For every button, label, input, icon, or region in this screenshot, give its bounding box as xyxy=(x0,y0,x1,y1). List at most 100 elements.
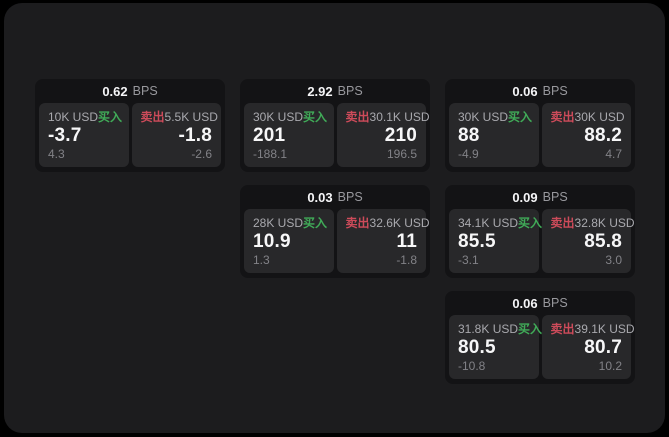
quote-tiles: 30K USD 买入 88 -4.9 卖出 30K USD 88.2 4.7 xyxy=(449,103,631,167)
buy-change: -3.1 xyxy=(458,253,479,267)
sell-tile-header: 卖出 32.6K USD xyxy=(345,216,430,230)
sell-price: 80.7 xyxy=(584,337,622,358)
sell-tile[interactable]: 卖出 39.1K USD 80.7 10.2 xyxy=(541,315,635,379)
spread-value: 0.03 xyxy=(307,189,333,205)
spread-value: 0.09 xyxy=(512,189,538,205)
spread-header: 0.06 BPS xyxy=(449,79,631,103)
sell-change: -1.8 xyxy=(396,253,417,267)
buy-notional: 34.1K USD xyxy=(458,216,519,230)
buy-tile-header: 28K USD 买入 xyxy=(253,216,328,230)
sell-notional: 30K USD xyxy=(574,110,625,124)
sell-price: -1.8 xyxy=(178,125,212,146)
quote-card: 2.92 BPS 30K USD 买入 201 -188.1 卖出 30.1K … xyxy=(240,79,430,172)
sell-tile[interactable]: 卖出 5.5K USD -1.8 -2.6 xyxy=(131,103,221,167)
buy-price: 201 xyxy=(253,125,286,146)
sell-side-label: 卖出 xyxy=(345,110,370,124)
quote-tiles: 31.8K USD 买入 80.5 -10.8 卖出 39.1K USD 80.… xyxy=(449,315,635,379)
sell-price: 85.8 xyxy=(584,231,622,252)
buy-tile[interactable]: 30K USD 买入 201 -188.1 xyxy=(244,103,334,167)
sell-price: 88.2 xyxy=(584,125,622,146)
spread-header: 0.09 BPS xyxy=(449,185,631,209)
sell-notional: 5.5K USD xyxy=(164,110,218,124)
quote-tiles: 10K USD 买入 -3.7 4.3 卖出 5.5K USD -1.8 -2.… xyxy=(39,103,221,167)
buy-change: -188.1 xyxy=(253,147,288,161)
buy-notional: 28K USD xyxy=(253,216,304,230)
sell-tile-header: 卖出 30.1K USD xyxy=(345,110,430,124)
sell-notional: 32.8K USD xyxy=(574,216,635,230)
buy-change: 1.3 xyxy=(253,253,270,267)
sell-side-label: 卖出 xyxy=(140,110,165,124)
sell-tile[interactable]: 卖出 30K USD 88.2 4.7 xyxy=(541,103,631,167)
sell-tile-header: 卖出 30K USD xyxy=(550,110,625,124)
sell-tile[interactable]: 卖出 30.1K USD 210 196.5 xyxy=(336,103,430,167)
buy-change: -4.9 xyxy=(458,147,479,161)
sell-tile-header: 卖出 39.1K USD xyxy=(550,322,635,336)
app-window: 0.62 BPS 10K USD 买入 -3.7 4.3 卖出 5.5K USD xyxy=(4,3,665,433)
buy-side-label: 买入 xyxy=(98,110,123,124)
buy-tile[interactable]: 28K USD 买入 10.9 1.3 xyxy=(244,209,334,273)
sell-price: 210 xyxy=(384,125,417,146)
sell-change: 3.0 xyxy=(605,253,622,267)
bps-unit-label: BPS xyxy=(132,84,158,98)
quote-card: 0.62 BPS 10K USD 买入 -3.7 4.3 卖出 5.5K USD xyxy=(35,79,225,172)
spread-header: 2.92 BPS xyxy=(244,79,426,103)
spread-value: 0.06 xyxy=(512,295,538,311)
buy-notional: 31.8K USD xyxy=(458,322,519,336)
quote-card: 0.09 BPS 34.1K USD 买入 85.5 -3.1 卖出 32.8K… xyxy=(445,185,635,278)
sell-side-label: 卖出 xyxy=(550,322,575,336)
sell-price: 11 xyxy=(396,231,417,252)
sell-tile-header: 卖出 5.5K USD xyxy=(140,110,218,124)
spread-header: 0.03 BPS xyxy=(244,185,426,209)
buy-tile-header: 30K USD 买入 xyxy=(253,110,328,124)
buy-price: 10.9 xyxy=(253,231,291,252)
sell-notional: 30.1K USD xyxy=(369,110,430,124)
sell-side-label: 卖出 xyxy=(345,216,370,230)
quote-tiles: 28K USD 买入 10.9 1.3 卖出 32.6K USD 11 -1.8 xyxy=(244,209,430,273)
buy-notional: 30K USD xyxy=(253,110,304,124)
sell-change: -2.6 xyxy=(191,147,212,161)
spread-value: 0.06 xyxy=(512,83,538,99)
bps-unit-label: BPS xyxy=(337,84,363,98)
buy-price: 88 xyxy=(458,125,480,146)
spread-header: 0.62 BPS xyxy=(39,79,221,103)
bps-unit-label: BPS xyxy=(337,190,363,204)
buy-tile[interactable]: 30K USD 买入 88 -4.9 xyxy=(449,103,539,167)
sell-tile-header: 卖出 32.8K USD xyxy=(550,216,635,230)
spread-header: 0.06 BPS xyxy=(449,291,631,315)
buy-change: -10.8 xyxy=(458,359,486,373)
buy-notional: 30K USD xyxy=(458,110,509,124)
bps-unit-label: BPS xyxy=(542,296,568,310)
sell-notional: 32.6K USD xyxy=(369,216,430,230)
buy-side-label: 买入 xyxy=(303,216,328,230)
sell-change: 196.5 xyxy=(386,147,417,161)
sell-change: 10.2 xyxy=(598,359,622,373)
buy-price: 80.5 xyxy=(458,337,496,358)
buy-tile-header: 10K USD 买入 xyxy=(48,110,123,124)
spread-value: 0.62 xyxy=(102,83,128,99)
buy-side-label: 买入 xyxy=(518,216,543,230)
bps-unit-label: BPS xyxy=(542,190,568,204)
buy-tile-header: 30K USD 买入 xyxy=(458,110,533,124)
quote-card: 0.06 BPS 30K USD 买入 88 -4.9 卖出 30K USD xyxy=(445,79,635,172)
buy-side-label: 买入 xyxy=(508,110,533,124)
buy-notional: 10K USD xyxy=(48,110,99,124)
quote-grid: 0.62 BPS 10K USD 买入 -3.7 4.3 卖出 5.5K USD xyxy=(35,79,635,384)
buy-side-label: 买入 xyxy=(518,322,543,336)
sell-tile[interactable]: 卖出 32.6K USD 11 -1.8 xyxy=(336,209,430,273)
quote-tiles: 34.1K USD 买入 85.5 -3.1 卖出 32.8K USD 85.8… xyxy=(449,209,635,273)
buy-tile[interactable]: 34.1K USD 买入 85.5 -3.1 xyxy=(449,209,542,273)
buy-tile[interactable]: 10K USD 买入 -3.7 4.3 xyxy=(39,103,129,167)
quote-tiles: 30K USD 买入 201 -188.1 卖出 30.1K USD 210 1… xyxy=(244,103,430,167)
buy-side-label: 买入 xyxy=(303,110,328,124)
sell-notional: 39.1K USD xyxy=(574,322,635,336)
sell-side-label: 卖出 xyxy=(550,110,575,124)
sell-side-label: 卖出 xyxy=(550,216,575,230)
buy-tile-header: 34.1K USD 买入 xyxy=(458,216,542,230)
buy-tile[interactable]: 31.8K USD 买入 80.5 -10.8 xyxy=(449,315,542,379)
buy-tile-header: 31.8K USD 买入 xyxy=(458,322,542,336)
quote-card: 0.03 BPS 28K USD 买入 10.9 1.3 卖出 32.6K US… xyxy=(240,185,430,278)
buy-price: 85.5 xyxy=(458,231,496,252)
sell-tile[interactable]: 卖出 32.8K USD 85.8 3.0 xyxy=(541,209,635,273)
spread-value: 2.92 xyxy=(307,83,333,99)
quote-card: 0.06 BPS 31.8K USD 买入 80.5 -10.8 卖出 39.1… xyxy=(445,291,635,384)
